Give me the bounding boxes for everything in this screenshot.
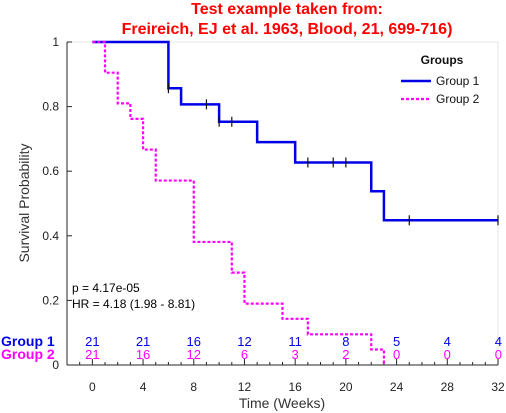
risk-count: 0 (393, 347, 400, 362)
series-2 (92, 40, 386, 365)
x-axis-label: Time (Weeks) (239, 395, 325, 411)
series-layer (92, 40, 499, 365)
legend-item-1: Group 1 (401, 74, 480, 88)
y-tick-label: 1 (52, 35, 59, 49)
risk-count: 12 (187, 347, 201, 362)
risk-row-label: Group 2 (1, 346, 55, 362)
p-value-annotation: p = 4.17e-05 (72, 281, 140, 295)
legend-label: Group 1 (436, 74, 480, 88)
risk-count: 4 (495, 334, 502, 349)
risk-count: 12 (237, 334, 251, 349)
series-1 (92, 40, 499, 226)
x-tick-label: 8 (190, 380, 197, 394)
series-2-curve (92, 40, 386, 365)
legend-item-2: Group 2 (401, 92, 480, 106)
x-tick-label: 16 (288, 380, 302, 394)
y-tick-label: 0.2 (42, 293, 59, 307)
risk-count: 0 (495, 347, 502, 362)
risk-count: 21 (85, 347, 99, 362)
legend-title: Groups (421, 53, 464, 67)
risk-count: 21 (136, 334, 150, 349)
chart-title-line-2: Freireich, EJ et al. 1963, Blood, 21, 69… (122, 21, 453, 38)
risk-count: 5 (393, 334, 400, 349)
risk-count: 21 (85, 334, 99, 349)
risk-count: 16 (136, 347, 150, 362)
risk-count: 4 (444, 334, 451, 349)
risk-count: 6 (241, 347, 248, 362)
y-tick-label: 0.8 (42, 100, 59, 114)
y-axis: 0 0.2 0.4 0.6 0.8 1 (42, 35, 72, 372)
y-tick-label: 0 (52, 358, 59, 372)
risk-row-1: Group 1 21 21 16 12 11 8 5 4 4 (1, 333, 502, 349)
x-axis: 0 4 8 12 16 20 24 28 32 (66, 359, 505, 394)
x-tick-label: 32 (491, 380, 505, 394)
risk-row-2: Group 2 21 16 12 6 3 2 0 0 0 (1, 346, 502, 362)
risk-count: 16 (187, 334, 201, 349)
x-tick-label: 28 (441, 380, 455, 394)
x-tick-label: 0 (89, 380, 96, 394)
y-axis-label: Survival Probability (16, 143, 32, 262)
legend-label: Group 2 (436, 92, 480, 106)
risk-row-label: Group 1 (1, 333, 55, 349)
risk-count: 3 (292, 347, 299, 362)
risk-count: 8 (342, 334, 349, 349)
series-1-curve (92, 40, 498, 222)
chart-title-line-1: Test example taken from: (191, 1, 383, 18)
x-tick-label: 12 (238, 380, 252, 394)
x-tick-label: 4 (140, 380, 147, 394)
hazard-ratio-annotation: HR = 4.18 (1.98 - 8.81) (72, 297, 195, 311)
risk-count: 0 (444, 347, 451, 362)
legend: Groups Group 1 Group 2 (401, 53, 480, 106)
x-tick-label: 20 (339, 380, 353, 394)
risk-count: 11 (288, 334, 302, 349)
y-tick-label: 0.6 (42, 164, 59, 178)
risk-count: 2 (342, 347, 349, 362)
y-tick-label: 0.4 (42, 229, 59, 243)
x-tick-label: 24 (390, 380, 404, 394)
plot-area (67, 41, 499, 365)
